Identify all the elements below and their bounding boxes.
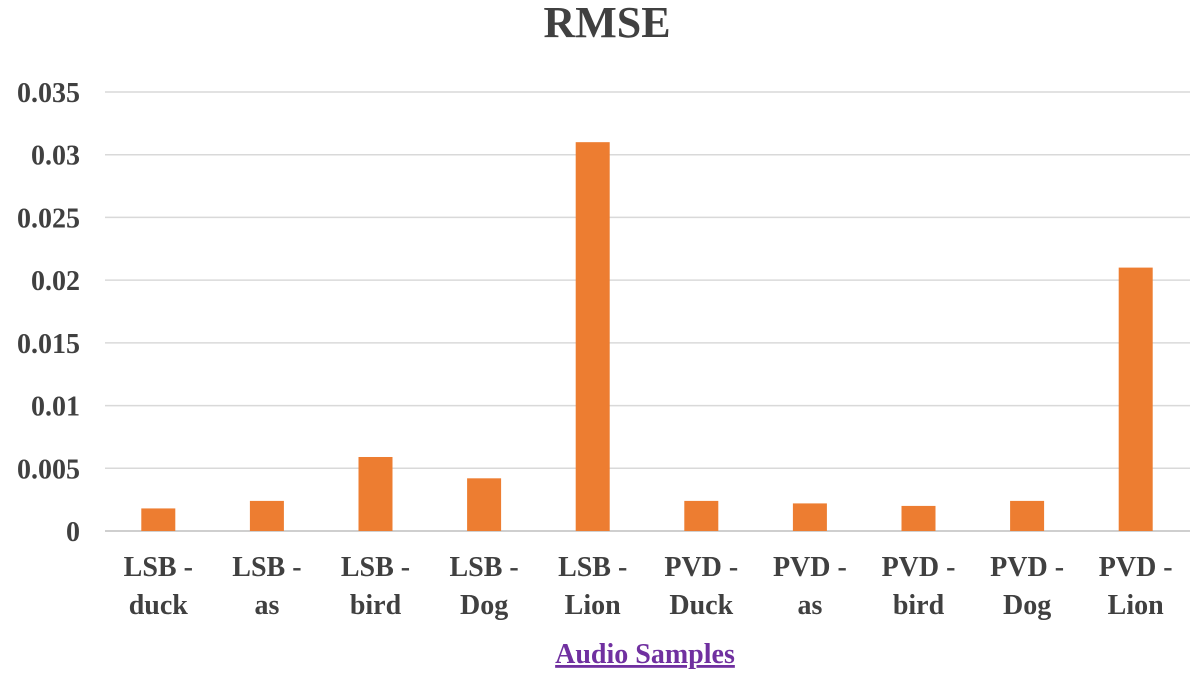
chart-title: RMSE [543,0,670,47]
x-axis-tick-labels: LSB -duck LSB -as LSB -bird LSB -Dog LSB -Li… [124,552,1173,621]
bar [684,500,719,531]
bars [141,142,1153,531]
y-tick-label: 0.01 [31,392,80,423]
y-tick-label: 0.02 [31,266,80,297]
x-tick-label: PVD -Lion [1099,552,1173,621]
bar [901,505,936,531]
bar [575,142,610,531]
y-tick-label: 0.025 [17,203,80,234]
y-tick-label: 0.015 [17,329,80,360]
x-tick-label: PVD -bird [882,552,956,621]
bar [1010,500,1045,531]
y-tick-label: 0.03 [31,141,80,172]
x-tick-label: PVD -as [773,552,847,621]
x-tick-label: PVD -Dog [990,552,1064,621]
x-tick-label: PVD -Duck [664,552,738,621]
bar [1118,267,1153,531]
x-tick-label: LSB -Dog [449,552,518,621]
y-tick-label: 0.005 [17,454,80,485]
gridlines [105,91,1190,532]
y-tick-label: 0.035 [17,78,80,109]
bar [358,456,393,531]
x-tick-label: LSB -as [232,552,301,621]
x-tick-label: LSB -duck [124,552,193,621]
bar [467,478,502,531]
bar [792,503,827,531]
y-tick-label: 0 [66,517,80,548]
bar [249,500,284,531]
x-tick-label: LSB -Lion [558,552,627,621]
x-tick-label: LSB -bird [341,552,410,621]
bar [141,508,176,531]
x-axis-label: Audio Samples [555,639,735,670]
y-axis-tick-labels: 0 0.005 0.01 0.015 0.02 0.025 0.03 0.035 [17,78,80,548]
